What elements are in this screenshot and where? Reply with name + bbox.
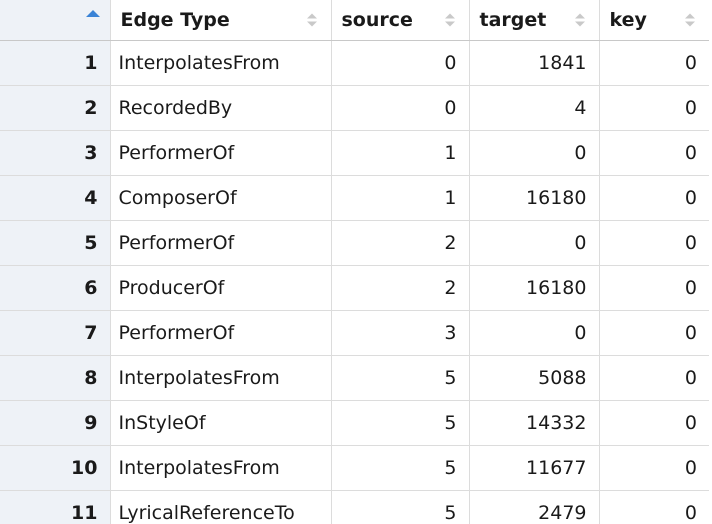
key-cell[interactable]: 0: [599, 85, 709, 131]
source-cell[interactable]: 0: [331, 40, 470, 86]
edge-type-cell[interactable]: ProducerOf: [110, 265, 332, 311]
table-row[interactable]: 11 LyricalReferenceTo 5 2479 0: [0, 490, 709, 524]
table-row[interactable]: 6 ProducerOf 2 16180 0: [0, 265, 709, 311]
sort-both-icon: [444, 13, 455, 27]
source-cell[interactable]: 5: [331, 400, 470, 446]
key-cell[interactable]: 0: [599, 445, 709, 491]
edge-type-cell[interactable]: InStyleOf: [110, 400, 332, 446]
source-cell[interactable]: 1: [331, 175, 470, 221]
row-index: 8: [0, 355, 111, 401]
row-index: 6: [0, 265, 111, 311]
edge-type-cell[interactable]: ComposerOf: [110, 175, 332, 221]
key-cell[interactable]: 0: [599, 355, 709, 401]
source-cell[interactable]: 2: [331, 265, 470, 311]
target-cell[interactable]: 4: [469, 85, 600, 131]
row-index: 3: [0, 130, 111, 176]
edge-type-cell[interactable]: LyricalReferenceTo: [110, 490, 332, 524]
table-body: 1 InterpolatesFrom 0 1841 0 2 RecordedBy…: [0, 40, 709, 524]
edge-type-cell[interactable]: InterpolatesFrom: [110, 355, 332, 401]
key-cell[interactable]: 0: [599, 175, 709, 221]
column-header-source[interactable]: source: [331, 0, 470, 41]
column-header-target[interactable]: target: [469, 0, 600, 41]
column-header-key[interactable]: key: [599, 0, 709, 41]
edge-type-cell[interactable]: PerformerOf: [110, 130, 332, 176]
target-cell[interactable]: 1841: [469, 40, 600, 86]
table-row[interactable]: 10 InterpolatesFrom 5 11677 0: [0, 445, 709, 491]
table-row[interactable]: 4 ComposerOf 1 16180 0: [0, 175, 709, 221]
target-cell[interactable]: 0: [469, 130, 600, 176]
sort-both-icon: [306, 13, 317, 27]
sort-ascending-icon: [86, 10, 100, 17]
table-header: Edge Type source target key: [0, 0, 709, 41]
row-index: 10: [0, 445, 111, 491]
table-row[interactable]: 3 PerformerOf 1 0 0: [0, 130, 709, 176]
sort-both-icon: [574, 13, 585, 27]
edge-type-cell[interactable]: RecordedBy: [110, 85, 332, 131]
edge-type-cell[interactable]: PerformerOf: [110, 310, 332, 356]
table-row[interactable]: 5 PerformerOf 2 0 0: [0, 220, 709, 266]
table-row[interactable]: 8 InterpolatesFrom 5 5088 0: [0, 355, 709, 401]
row-index: 11: [0, 490, 111, 524]
table-row[interactable]: 7 PerformerOf 3 0 0: [0, 310, 709, 356]
column-header-label: Edge Type: [120, 8, 230, 31]
key-cell[interactable]: 0: [599, 220, 709, 266]
source-cell[interactable]: 5: [331, 445, 470, 491]
source-cell[interactable]: 3: [331, 310, 470, 356]
column-header-label: source: [341, 8, 413, 31]
column-header-label: key: [609, 8, 647, 31]
key-cell[interactable]: 0: [599, 400, 709, 446]
row-index: 5: [0, 220, 111, 266]
table-row[interactable]: 2 RecordedBy 0 4 0: [0, 85, 709, 131]
source-cell[interactable]: 1: [331, 130, 470, 176]
sort-both-icon: [685, 13, 695, 27]
key-cell[interactable]: 0: [599, 130, 709, 176]
table-row[interactable]: 1 InterpolatesFrom 0 1841 0: [0, 40, 709, 86]
source-cell[interactable]: 0: [331, 85, 470, 131]
key-cell[interactable]: 0: [599, 265, 709, 311]
target-cell[interactable]: 0: [469, 310, 600, 356]
key-cell[interactable]: 0: [599, 310, 709, 356]
target-cell[interactable]: 5088: [469, 355, 600, 401]
table-row[interactable]: 9 InStyleOf 5 14332 0: [0, 400, 709, 446]
column-header-edge-type[interactable]: Edge Type: [110, 0, 332, 41]
row-index: 9: [0, 400, 111, 446]
row-index: 2: [0, 85, 111, 131]
row-index: 4: [0, 175, 111, 221]
source-cell[interactable]: 2: [331, 220, 470, 266]
key-cell[interactable]: 0: [599, 490, 709, 524]
source-cell[interactable]: 5: [331, 355, 470, 401]
target-cell[interactable]: 2479: [469, 490, 600, 524]
column-header-label: target: [479, 8, 547, 31]
column-header-index[interactable]: [0, 0, 111, 41]
row-index: 7: [0, 310, 111, 356]
edge-type-cell[interactable]: PerformerOf: [110, 220, 332, 266]
edge-type-cell[interactable]: InterpolatesFrom: [110, 445, 332, 491]
edge-type-cell[interactable]: InterpolatesFrom: [110, 40, 332, 86]
source-cell[interactable]: 5: [331, 490, 470, 524]
target-cell[interactable]: 14332: [469, 400, 600, 446]
header-row: Edge Type source target key: [0, 0, 709, 41]
row-index: 1: [0, 40, 111, 86]
target-cell[interactable]: 16180: [469, 175, 600, 221]
target-cell[interactable]: 0: [469, 220, 600, 266]
key-cell[interactable]: 0: [599, 40, 709, 86]
target-cell[interactable]: 16180: [469, 265, 600, 311]
target-cell[interactable]: 11677: [469, 445, 600, 491]
